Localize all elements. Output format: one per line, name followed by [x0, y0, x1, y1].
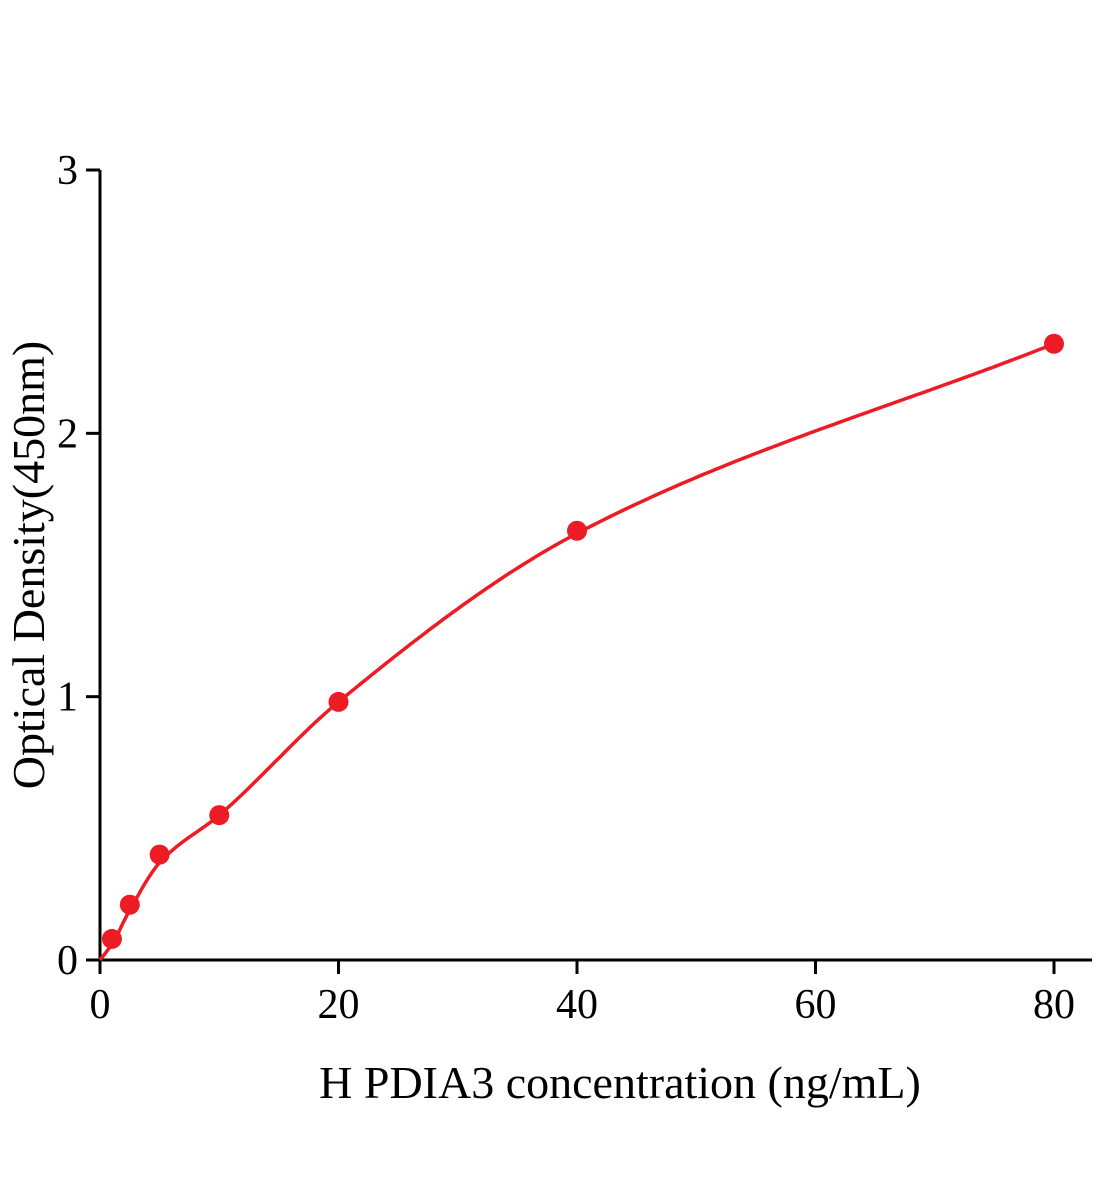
y-tick-label: 0 — [57, 938, 78, 984]
y-axis-label: Optical Density(450nm) — [3, 341, 54, 789]
x-axis-label: H PDIA3 concentration (ng/mL) — [319, 1057, 921, 1108]
data-point — [567, 520, 587, 541]
axes — [98, 170, 1092, 962]
y-tick-label: 1 — [57, 675, 78, 721]
fitted-curve — [98, 342, 1055, 962]
data-point — [209, 805, 230, 826]
data-point — [328, 691, 349, 712]
x-tick-label: 0 — [90, 982, 111, 1028]
x-tick-label: 20 — [318, 982, 360, 1028]
axis-ticks — [86, 168, 1056, 974]
x-tick-label: 40 — [556, 982, 598, 1028]
data-points — [101, 333, 1064, 949]
y-tick-label: 2 — [57, 411, 78, 457]
data-point — [1044, 333, 1064, 354]
x-tick-label: 80 — [1033, 982, 1075, 1028]
data-point — [119, 894, 140, 915]
data-point — [149, 844, 170, 865]
y-tick-label: 3 — [57, 148, 78, 194]
data-point — [101, 928, 122, 949]
tick-labels: 0 1 2 3 0 20 40 60 80 — [57, 148, 1075, 1028]
x-tick-label: 60 — [795, 982, 837, 1028]
